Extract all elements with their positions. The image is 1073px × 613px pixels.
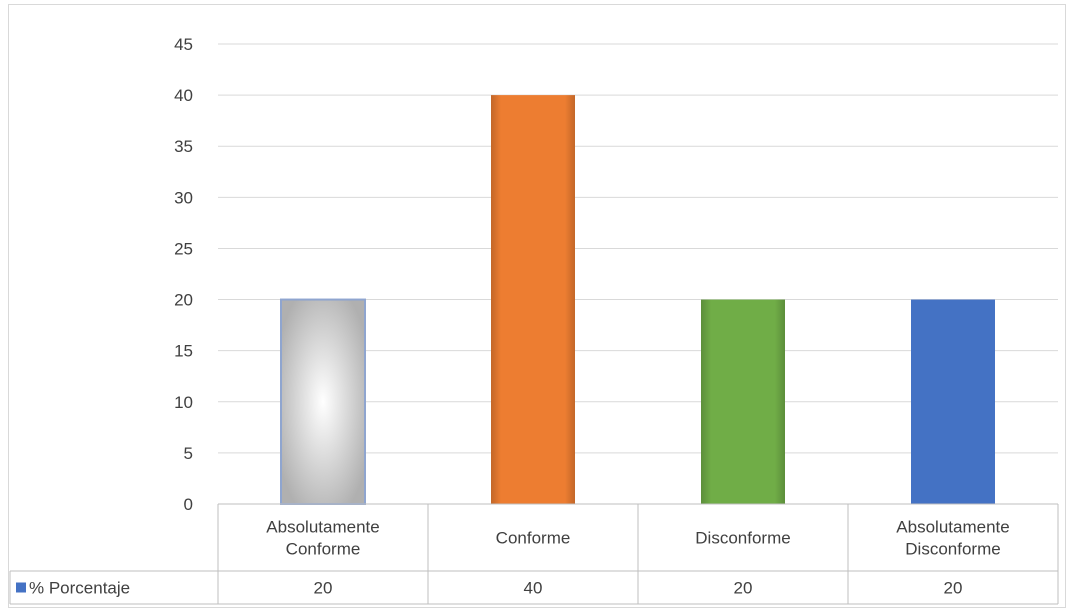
data-value-cell: 20	[944, 579, 963, 598]
y-tick-label: 15	[174, 342, 193, 361]
y-tick-label: 25	[174, 239, 193, 258]
y-tick-label: 5	[184, 444, 193, 463]
y-tick-label: 10	[174, 393, 193, 412]
y-tick-label: 45	[174, 35, 193, 54]
series-name-label: % Porcentaje	[29, 579, 130, 598]
bar-absolutamente-conforme	[280, 298, 366, 505]
y-tick-label: 40	[174, 86, 193, 105]
y-tick-label: 35	[174, 137, 193, 156]
y-tick-label: 20	[174, 291, 193, 310]
data-value-cell: 20	[314, 579, 333, 598]
category-label: Absolutamente	[266, 518, 379, 537]
legend-key-icon	[16, 582, 26, 593]
data-value-cell: 40	[524, 579, 543, 598]
category-label: Absolutamente	[896, 518, 1009, 537]
category-label: Conforme	[496, 529, 571, 548]
y-tick-label: 30	[174, 188, 193, 207]
category-label: Conforme	[286, 540, 361, 559]
y-tick-label: 0	[184, 495, 193, 514]
category-label: Disconforme	[905, 540, 1000, 559]
data-value-cell: 20	[734, 579, 753, 598]
bar-shading	[491, 95, 575, 504]
bar-absolutamente-disconforme	[911, 299, 995, 504]
bar-shading	[701, 299, 785, 504]
category-label: Disconforme	[695, 529, 790, 548]
